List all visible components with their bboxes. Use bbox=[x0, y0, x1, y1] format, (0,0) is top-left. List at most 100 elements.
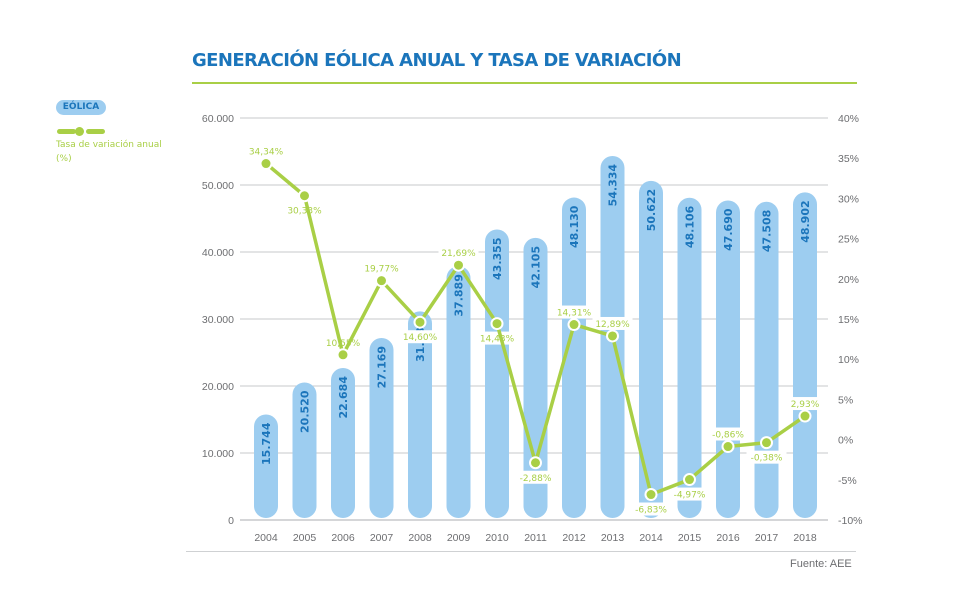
percent-label-box bbox=[246, 144, 286, 158]
variation-point bbox=[413, 315, 427, 329]
percent-label: 14,60% bbox=[403, 333, 438, 343]
bar bbox=[485, 229, 509, 519]
percent-label-box bbox=[708, 427, 748, 441]
right-tick-label: -5% bbox=[838, 475, 857, 487]
percent-label-box bbox=[361, 261, 402, 275]
x-tick-label: 2009 bbox=[447, 532, 471, 544]
x-tick-label: 2005 bbox=[293, 532, 317, 544]
bar-value-label: 27.169 bbox=[376, 346, 389, 388]
percent-label: 10,55% bbox=[326, 339, 361, 349]
percent-label: -0,86% bbox=[712, 431, 744, 441]
bar-value-label: 48.106 bbox=[684, 205, 697, 248]
bar bbox=[639, 180, 663, 519]
chart-title: GENERACIÓN EÓLICA ANUAL Y TASA DE VARIAC… bbox=[192, 50, 682, 71]
left-tick-label: 50.000 bbox=[202, 180, 234, 192]
percent-label-box bbox=[631, 502, 671, 516]
bar-value-label: 37.889 bbox=[453, 274, 466, 316]
bars bbox=[254, 155, 817, 519]
variation-point bbox=[683, 473, 696, 487]
variation-point bbox=[721, 440, 735, 454]
x-tick-label: 2012 bbox=[562, 532, 586, 544]
x-tick-label: 2018 bbox=[793, 532, 817, 544]
x-tick-label: 2007 bbox=[370, 532, 394, 544]
left-axis-ticks: 0 10.000 20.000 30.000 40.000 50.000 60.000 bbox=[202, 113, 234, 527]
x-tick-label: 2010 bbox=[485, 532, 509, 544]
left-tick-label: 60.000 bbox=[202, 113, 234, 125]
variation-point bbox=[490, 317, 504, 331]
bar-value-label: 22.684 bbox=[337, 376, 350, 419]
bar bbox=[331, 368, 355, 518]
variation-point bbox=[259, 157, 273, 171]
percent-label-box bbox=[554, 305, 594, 319]
bar bbox=[408, 311, 432, 518]
percent-label: 34,34% bbox=[249, 148, 284, 158]
x-tick-label: 2013 bbox=[601, 532, 625, 544]
percent-label: 30,33% bbox=[287, 207, 322, 217]
bar bbox=[523, 237, 548, 519]
right-tick-label: 15% bbox=[838, 314, 859, 326]
bar-value-label: 15.744 bbox=[260, 422, 273, 465]
bar-value-label: 20.520 bbox=[299, 390, 312, 433]
variation-points bbox=[259, 157, 812, 502]
percent-label-box bbox=[592, 316, 633, 330]
percent-label: 14,31% bbox=[557, 309, 592, 319]
x-tick-label: 2006 bbox=[331, 532, 355, 544]
bar bbox=[292, 382, 317, 518]
x-tick-label: 2014 bbox=[639, 532, 663, 544]
percent-label-box bbox=[438, 246, 479, 260]
source-note: Fuente: AEE bbox=[790, 558, 852, 570]
variation-point bbox=[336, 348, 350, 362]
percent-label: 2,93% bbox=[791, 400, 820, 410]
right-tick-label: 25% bbox=[838, 234, 859, 246]
percent-label-boxes bbox=[246, 144, 825, 516]
percent-label-box bbox=[400, 330, 440, 344]
title-underline bbox=[192, 82, 857, 84]
left-tick-label: 40.000 bbox=[202, 247, 234, 259]
bar bbox=[254, 414, 278, 518]
percent-labels: 34,34% 30,33% 10,55% 19,77% 14,60% 21,69% 14,4… bbox=[249, 148, 820, 516]
percent-label: -2,88% bbox=[520, 474, 552, 484]
x-tick-label: 2008 bbox=[408, 532, 432, 544]
variation-point bbox=[606, 329, 619, 343]
right-tick-label: 40% bbox=[838, 113, 859, 125]
right-tick-label: 20% bbox=[838, 274, 859, 286]
left-tick-label: 10.000 bbox=[202, 448, 234, 460]
x-tick-label: 2015 bbox=[678, 532, 702, 544]
bar-value-label: 48.902 bbox=[799, 200, 812, 242]
bar bbox=[677, 197, 702, 518]
percent-label: -4,97% bbox=[674, 491, 706, 501]
variation-point bbox=[760, 436, 773, 450]
bar-value-label: 47.690 bbox=[722, 208, 735, 251]
legend-line-marker-icon bbox=[57, 127, 105, 136]
bar-value-label: 50.622 bbox=[645, 189, 658, 231]
legend-item-tasa-variacion: Tasa de variación anual (%) bbox=[56, 140, 162, 164]
bar bbox=[369, 337, 394, 518]
bar-value-label: 48.130 bbox=[568, 205, 581, 248]
bar bbox=[446, 266, 471, 518]
bar-value-label: 54.334 bbox=[607, 164, 620, 207]
variation-point bbox=[798, 409, 812, 423]
right-tick-label: 35% bbox=[838, 153, 859, 165]
left-tick-label: 30.000 bbox=[202, 314, 234, 326]
bottom-divider bbox=[186, 551, 856, 552]
variation-point bbox=[644, 488, 658, 502]
percent-label: 21,69% bbox=[441, 249, 476, 259]
bar bbox=[562, 197, 586, 519]
percent-label: 19,77% bbox=[364, 265, 399, 275]
x-axis-labels: 2004 2005 2006 2007 2008 2009 2010 2011 2012 2013… bbox=[254, 532, 817, 544]
percent-label-box bbox=[515, 470, 556, 484]
x-tick-label: 2004 bbox=[254, 532, 278, 544]
bar bbox=[793, 192, 817, 518]
right-tick-label: -10% bbox=[838, 515, 863, 527]
right-tick-label: 0% bbox=[838, 435, 853, 447]
percent-label-box bbox=[785, 397, 825, 411]
variation-point bbox=[375, 274, 388, 288]
legend-item-eolica: EÓLICA bbox=[56, 100, 106, 115]
right-tick-label: 5% bbox=[838, 394, 853, 406]
left-tick-label: 20.000 bbox=[202, 381, 234, 393]
percent-label: 14,43% bbox=[480, 335, 515, 345]
x-tick-label: 2011 bbox=[524, 532, 547, 544]
percent-label-box bbox=[284, 203, 325, 217]
x-tick-label: 2017 bbox=[755, 532, 779, 544]
